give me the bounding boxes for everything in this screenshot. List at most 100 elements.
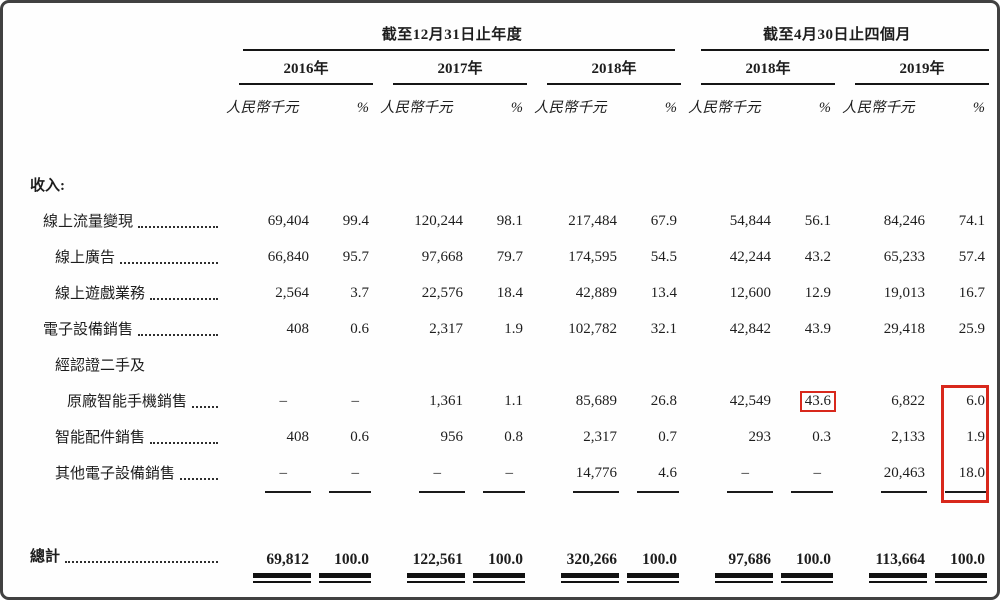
dotted-leader <box>192 406 218 408</box>
table-row: 線上遊戲業務 2,564 3.7 22,576 18.4 42,889 13.4 12,600… <box>28 275 991 311</box>
year-column-header: 2017年 <box>375 57 529 85</box>
percent-cell: 43.6 <box>777 390 837 412</box>
rule-cell <box>469 491 529 493</box>
column-rule <box>573 491 619 493</box>
percent-cell: 3.7 <box>350 284 369 301</box>
rule-cell <box>931 573 991 583</box>
amount-cell: 42,549 <box>729 392 771 409</box>
amount-cell: 102,782 <box>568 320 617 337</box>
table-row: 線上流量變現 69,404 99.4 120,244 98.1 217,484 67.9 54… <box>28 203 991 239</box>
rule-cell <box>221 573 315 583</box>
amount-cell: 217,484 <box>568 212 617 229</box>
column-rule <box>945 491 987 493</box>
amount-cell: 2,133 <box>891 428 925 445</box>
amount-cell: 22,576 <box>421 284 463 301</box>
rule-thick <box>319 573 371 578</box>
year-header-row: 2016年 2017年 2018年 2018年 2019年 <box>28 51 991 85</box>
rule-cell <box>683 491 777 493</box>
row-label: 線上廣告 <box>55 250 116 267</box>
amount-cell: – <box>741 464 750 481</box>
rule-cell <box>931 491 991 493</box>
dotted-leader <box>120 262 218 264</box>
percent-cell: 1.9 <box>504 320 523 337</box>
rule-thin <box>935 581 987 583</box>
total-double-rule <box>407 573 465 583</box>
amount-cell: 12,600 <box>729 284 771 301</box>
amount-cell: 14,776 <box>575 464 617 481</box>
currency-unit-label: 人民幣千元 <box>226 100 299 116</box>
percent-cell: 18.0 <box>958 464 985 481</box>
row-label: 線上遊戲業務 <box>55 286 146 303</box>
rule-thin <box>561 581 619 583</box>
year-column-header: 2018年 <box>683 57 837 85</box>
amount-cell: 2,317 <box>429 320 463 337</box>
period-group-header-row: 截至12月31日止年度 截至4月30日止四個月 <box>28 17 991 51</box>
total-double-rule <box>627 573 679 583</box>
row-label-cell: 線上遊戲業務 <box>28 275 221 311</box>
header-rule <box>393 83 527 85</box>
rule-cell <box>683 573 777 583</box>
row-label: 經認證二手及 <box>55 358 146 375</box>
rule-cell <box>777 573 837 583</box>
rule-cell <box>315 491 375 493</box>
total-row: 總計 69,812 100.0 122,561 100.0 320,266 100.0 97,… <box>28 545 991 569</box>
period-group-annual: 截至12月31日止年度 <box>221 23 683 51</box>
percent-cell: 79.7 <box>496 248 523 265</box>
percent-cell: 100.0 <box>334 551 369 568</box>
amount-cell: 2,317 <box>583 428 617 445</box>
percent-cell: 43.9 <box>804 320 831 337</box>
header-rule <box>701 49 989 51</box>
percent-cell: 32.1 <box>650 320 677 337</box>
header-rule <box>243 49 675 51</box>
currency-unit-label: 人民幣千元 <box>380 100 453 116</box>
rule-thick <box>407 573 465 578</box>
period-group-title: 截至12月31日止年度 <box>381 27 523 43</box>
amount-cell: 113,664 <box>875 551 925 568</box>
section-row: 收入: <box>28 167 991 203</box>
row-label: 原廠智能手機銷售 <box>67 394 188 411</box>
column-rule <box>419 491 465 493</box>
revenue-table: 截至12月31日止年度 截至4月30日止四個月 2016年 2017年 2018年 2… <box>28 17 991 583</box>
percent-cell: 43.2 <box>804 248 831 265</box>
percent-cell: 100.0 <box>796 551 831 568</box>
row-label: 其他電子設備銷售 <box>55 466 176 483</box>
amount-cell: 956 <box>440 428 464 445</box>
row-label: 總計 <box>30 549 61 566</box>
dotted-leader <box>150 442 218 444</box>
column-rule <box>791 491 833 493</box>
rule-thin <box>627 581 679 583</box>
total-double-rule <box>561 573 619 583</box>
percent-label: % <box>972 100 985 116</box>
rule-thick <box>869 573 927 578</box>
percent-cell: 100.0 <box>488 551 523 568</box>
percent-cell: 26.8 <box>650 392 677 409</box>
year-label: 2018年 <box>745 61 791 77</box>
highlight-box-value: 43.6 <box>799 390 836 412</box>
rule-thick <box>561 573 619 578</box>
percent-cell: 54.5 <box>650 248 677 265</box>
percent-cell: 0.8 <box>504 428 523 445</box>
row-label-cell: 總計 <box>28 545 221 569</box>
percent-cell: 0.6 <box>350 320 369 337</box>
rule-cell <box>469 573 529 583</box>
amount-cell: 6,822 <box>891 392 925 409</box>
dotted-leader <box>138 226 218 228</box>
header-rule <box>701 83 835 85</box>
amount-cell: 29,418 <box>883 320 925 337</box>
percent-cell: 0.7 <box>658 428 677 445</box>
total-double-rule <box>253 573 311 583</box>
amount-cell: 408 <box>286 320 310 337</box>
table-row: 線上廣告 66,840 95.7 97,668 79.7 174,595 54.5 42,24… <box>28 239 991 275</box>
currency-unit-label: 人民幣千元 <box>534 100 607 116</box>
percent-cell: 67.9 <box>650 212 677 229</box>
row-label-cell: 線上廣告 <box>28 239 221 275</box>
dotted-leader <box>138 334 218 336</box>
amount-cell: 69,812 <box>266 551 309 568</box>
amount-cell: 84,246 <box>883 212 925 229</box>
total-double-rule <box>869 573 927 583</box>
header-rule <box>547 83 681 85</box>
total-double-rule <box>715 573 773 583</box>
column-rule <box>483 491 525 493</box>
row-label: 線上流量變現 <box>43 214 134 231</box>
rule-cell <box>529 491 623 493</box>
